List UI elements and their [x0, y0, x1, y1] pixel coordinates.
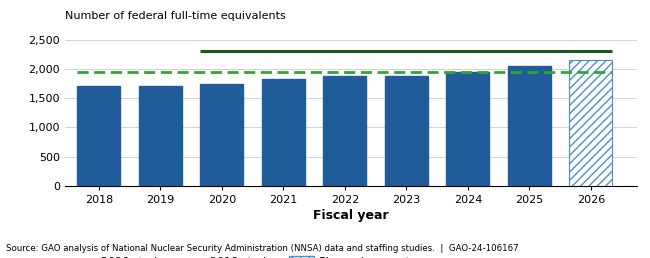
Bar — [323, 76, 367, 186]
Bar — [569, 60, 612, 186]
X-axis label: Fiscal year: Fiscal year — [313, 209, 389, 222]
Text: Source: GAO analysis of National Nuclear Security Administration (NNSA) data and: Source: GAO analysis of National Nuclear… — [6, 244, 519, 253]
Bar — [447, 72, 489, 186]
Bar — [385, 76, 428, 186]
Text: Number of federal full-time equivalents: Number of federal full-time equivalents — [65, 11, 286, 21]
Bar — [200, 84, 243, 186]
Legend: 2020 study, 2018 study, Planned request: 2020 study, 2018 study, Planned request — [71, 256, 410, 258]
Bar — [139, 86, 182, 186]
Bar — [262, 79, 305, 186]
Bar — [508, 66, 551, 186]
Bar — [77, 86, 120, 186]
